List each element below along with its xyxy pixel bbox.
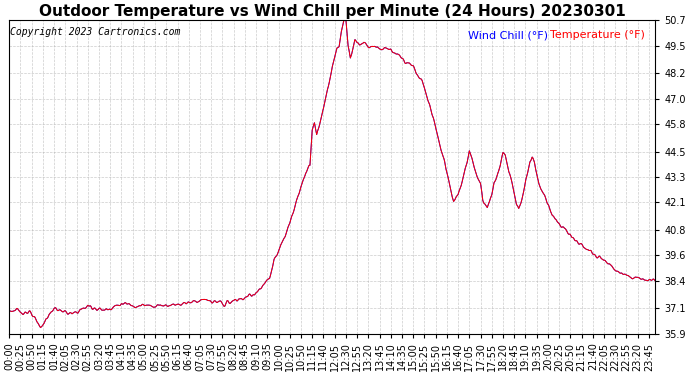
Wind Chill (°F) bbox=[133, 304, 141, 309]
Wind Chill (°F) bbox=[651, 279, 660, 283]
Wind Chill (°F) bbox=[37, 326, 45, 330]
Temperature (°F) bbox=[5, 309, 13, 313]
Temperature (°F) bbox=[434, 135, 442, 139]
Temperature (°F) bbox=[133, 304, 141, 309]
Temperature (°F) bbox=[149, 305, 157, 309]
Line: Temperature (°F): Temperature (°F) bbox=[9, 19, 656, 328]
Temperature (°F) bbox=[37, 326, 45, 330]
Wind Chill (°F) bbox=[221, 302, 230, 307]
Wind Chill (°F) bbox=[342, 17, 350, 21]
Temperature (°F) bbox=[518, 195, 526, 200]
Temperature (°F) bbox=[221, 302, 230, 307]
Wind Chill (°F) bbox=[575, 242, 584, 246]
Wind Chill (°F) bbox=[149, 305, 157, 309]
Wind Chill (°F) bbox=[518, 195, 526, 200]
Temperature (°F) bbox=[575, 242, 584, 246]
Legend: Wind Chill (°F), Temperature (°F): Wind Chill (°F), Temperature (°F) bbox=[464, 26, 649, 45]
Text: Copyright 2023 Cartronics.com: Copyright 2023 Cartronics.com bbox=[10, 27, 180, 37]
Wind Chill (°F) bbox=[434, 135, 442, 139]
Wind Chill (°F) bbox=[5, 309, 13, 313]
Temperature (°F) bbox=[342, 17, 350, 21]
Temperature (°F) bbox=[651, 279, 660, 283]
Line: Wind Chill (°F): Wind Chill (°F) bbox=[9, 19, 656, 328]
Title: Outdoor Temperature vs Wind Chill per Minute (24 Hours) 20230301: Outdoor Temperature vs Wind Chill per Mi… bbox=[39, 4, 626, 19]
